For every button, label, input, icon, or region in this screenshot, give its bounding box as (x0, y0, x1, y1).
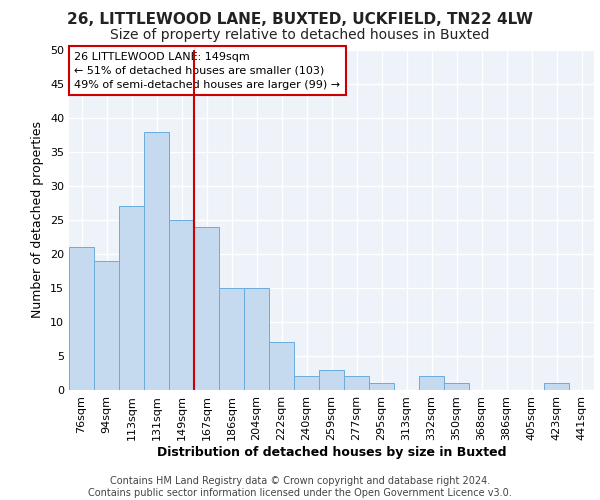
Bar (144, 132, 169, 390)
Bar (169, 220, 194, 390)
Bar (369, 383, 394, 390)
Text: 26, LITTLEWOOD LANE, BUXTED, UCKFIELD, TN22 4LW: 26, LITTLEWOOD LANE, BUXTED, UCKFIELD, T… (67, 12, 533, 28)
Bar (94, 261, 119, 390)
Text: Contains HM Land Registry data © Crown copyright and database right 2024.
Contai: Contains HM Land Registry data © Crown c… (88, 476, 512, 498)
Bar (244, 288, 269, 390)
Bar (69, 247, 94, 390)
Y-axis label: Number of detached properties: Number of detached properties (31, 122, 44, 318)
Bar (219, 288, 244, 390)
Text: 26 LITTLEWOOD LANE: 149sqm
← 51% of detached houses are smaller (103)
49% of sem: 26 LITTLEWOOD LANE: 149sqm ← 51% of deta… (74, 52, 340, 90)
Bar (294, 376, 319, 390)
Text: Size of property relative to detached houses in Buxted: Size of property relative to detached ho… (110, 28, 490, 42)
Bar (119, 206, 144, 390)
Bar (319, 370, 344, 390)
X-axis label: Distribution of detached houses by size in Buxted: Distribution of detached houses by size … (157, 446, 506, 458)
Bar (444, 383, 469, 390)
Bar (194, 227, 219, 390)
Bar (544, 383, 569, 390)
Bar (269, 342, 294, 390)
Bar (344, 376, 369, 390)
Bar (419, 376, 444, 390)
